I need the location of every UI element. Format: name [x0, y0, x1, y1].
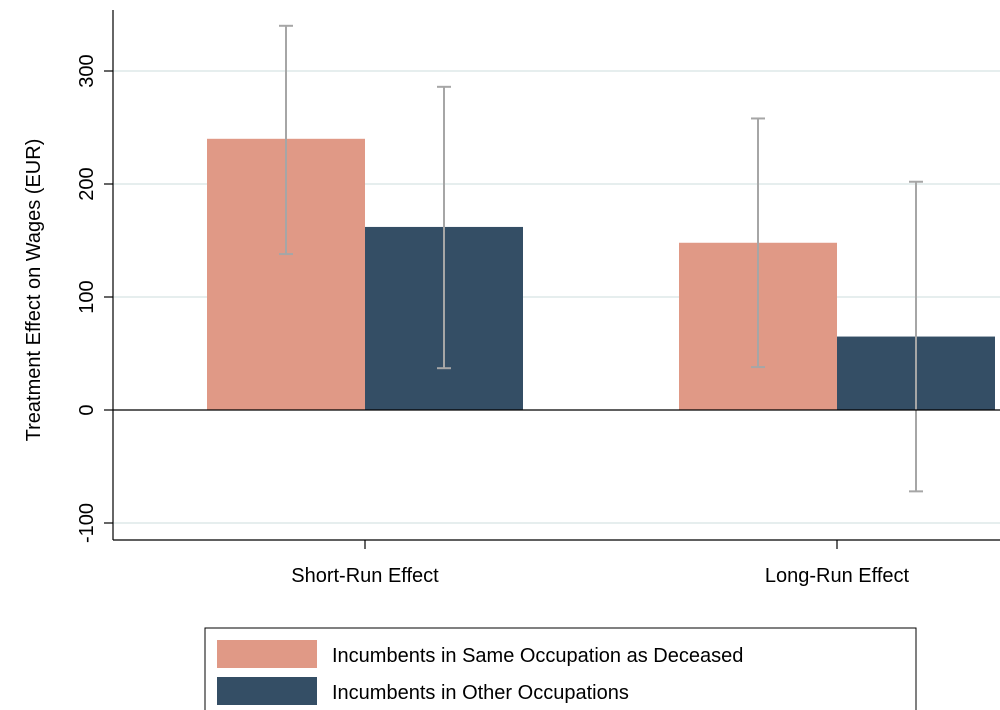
legend-swatch-same-occupation	[217, 640, 317, 668]
bars	[207, 138, 995, 411]
category-label-short-run: Short-Run Effect	[291, 565, 439, 587]
y-tick-label: 300	[76, 54, 98, 87]
y-tick-label: 100	[76, 280, 98, 313]
y-tick-label: 0	[76, 404, 98, 415]
legend-box	[204, 627, 917, 710]
category-label-long-run: Long-Run Effect	[765, 565, 910, 587]
legend-label-same-occupation: Incumbents in Same Occupation as Decease…	[332, 645, 743, 667]
legend-label-other-occupations: Incumbents in Other Occupations	[332, 682, 629, 704]
x-axis-category-labels: Short-Run Effect Long-Run Effect	[291, 540, 910, 587]
y-tick-label: -100	[76, 503, 98, 543]
legend-swatch-other-occupations	[217, 677, 317, 705]
y-axis-title: Treatment Effect on Wages (EUR)	[23, 139, 45, 442]
axes	[112, 10, 1000, 541]
legend: Incumbents in Same Occupation as Decease…	[204, 627, 917, 710]
y-tick-label: 200	[76, 167, 98, 200]
y-axis-ticks: -100 0 100 200 300	[76, 54, 113, 543]
error-bars	[279, 24, 923, 493]
